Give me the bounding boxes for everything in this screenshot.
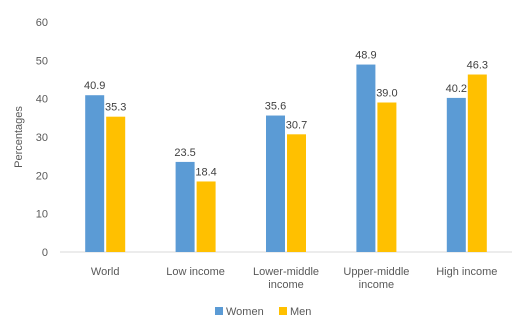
x-tick-label: Lower-middle <box>253 266 319 278</box>
data-label: 48.9 <box>355 50 376 62</box>
legend-swatch-women <box>215 307 223 315</box>
data-labels: 40.935.3 23.518.4 35.630.7 48.9 39.0 40.246.3 <box>84 50 488 179</box>
bar-men <box>467 74 487 253</box>
bar-men <box>106 116 126 252</box>
bar-women <box>175 161 195 252</box>
x-tick-label: income <box>268 279 303 291</box>
y-tick-label: 10 <box>36 209 48 221</box>
x-tick-label: Low income <box>166 266 225 278</box>
x-tick-label: income <box>359 279 394 291</box>
y-tick-label: 60 <box>36 17 48 29</box>
bar-men <box>377 102 397 252</box>
bar-men <box>287 134 306 252</box>
bars <box>85 64 487 253</box>
bar-women <box>85 95 105 252</box>
x-tick-label: High income <box>436 266 497 278</box>
x-tick-label: World <box>91 266 120 278</box>
legend-label-men: Men <box>290 306 311 318</box>
data-label: 35.6 <box>265 101 286 113</box>
y-tick-label: 0 <box>42 247 48 259</box>
legend-label-women: Women <box>226 306 264 318</box>
legend: Women Men <box>215 306 311 318</box>
data-label: 18.4 <box>195 166 216 178</box>
data-label: 40.2 <box>446 83 467 95</box>
data-label: 46.3 <box>467 60 488 72</box>
data-label: 23.5 <box>174 147 195 159</box>
x-axis-categories: World Low income Lower-middleincomeUpper-m… <box>91 266 497 291</box>
data-label: 40.9 <box>84 80 105 92</box>
bar-women <box>266 115 285 253</box>
x-tick-label: Upper-middle <box>343 266 409 278</box>
y-tick-label: 50 <box>36 55 48 67</box>
data-label: 30.7 <box>286 119 307 131</box>
y-tick-label: 30 <box>36 132 48 144</box>
y-axis-label: Percentages <box>13 106 25 168</box>
y-tick-label: 40 <box>36 94 48 106</box>
data-label: 35.3 <box>105 102 126 114</box>
y-axis: 0 10 20 30 40 50 60 <box>36 17 48 259</box>
data-label: 39.0 <box>376 88 397 100</box>
y-tick-label: 20 <box>36 170 48 182</box>
bar-women <box>356 64 376 252</box>
bar-men <box>196 181 216 252</box>
legend-swatch-men <box>279 307 287 315</box>
bar-women <box>446 97 466 253</box>
